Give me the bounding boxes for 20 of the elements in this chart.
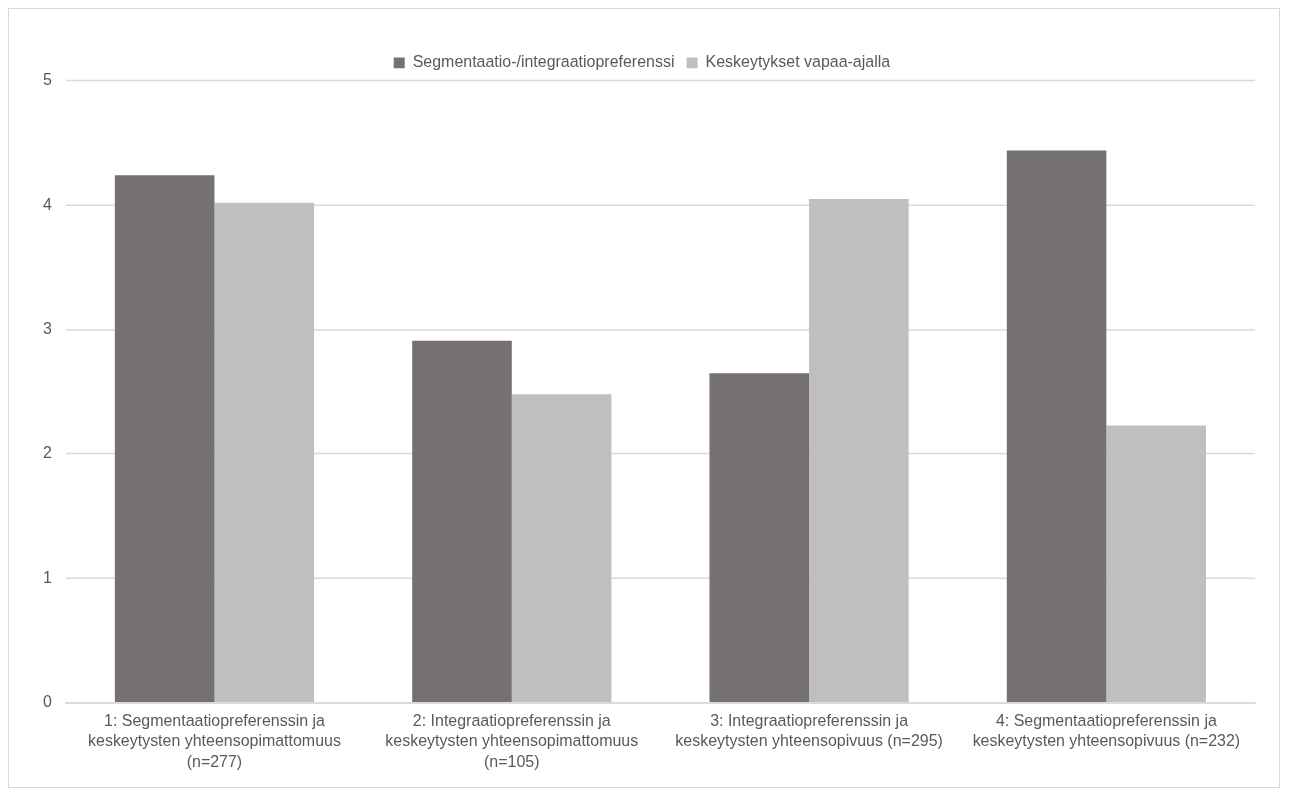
bar — [214, 202, 315, 703]
y-tick-label: 0 — [42, 693, 52, 711]
bar — [114, 175, 215, 703]
bar — [511, 394, 612, 703]
x-tick-label: 3: Integraatiopreferenssin ja keskeytysten yhteensopivuus (n=295) — [675, 711, 943, 750]
bar — [809, 199, 909, 703]
bar — [709, 373, 810, 703]
bar — [412, 340, 512, 703]
legend-label: Keskeytykset vapaa-ajalla — [705, 53, 891, 71]
bar — [1006, 150, 1107, 703]
y-tick-label: 4 — [42, 195, 52, 213]
x-tick-label: 4: Segmentaatiopreferenssin ja keskeytysten yhteensopivuus (n=232) — [972, 711, 1241, 750]
y-tick-label: 2 — [42, 444, 52, 462]
x-tick-label: 2: Integraatiopreferenssin ja keskeytysten yhteensopimattomuus (n=105) — [385, 711, 639, 771]
y-tick-label: 3 — [42, 320, 52, 338]
y-tick-label: 1 — [42, 568, 52, 586]
x-tick-label: 1: Segmentaatiopreferenssin ja keskeytysten yhteensopimattomuus (n=277) — [88, 711, 341, 771]
y-tick-label: 5 — [42, 71, 52, 89]
bar — [1106, 425, 1206, 703]
legend-label: Segmentaatio-/integraatiopreferenssi — [412, 53, 675, 71]
